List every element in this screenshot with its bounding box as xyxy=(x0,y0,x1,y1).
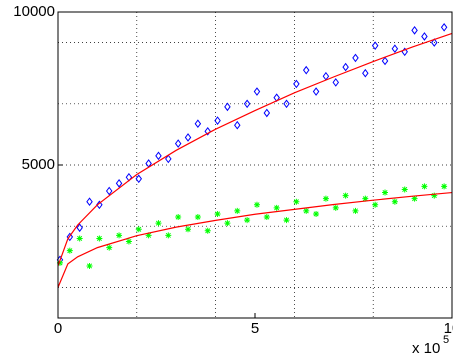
data-point xyxy=(273,204,280,211)
y-tick-label: 10000 xyxy=(13,3,55,20)
x-multiplier-exponent: 5 xyxy=(443,334,449,346)
data-point xyxy=(283,99,290,109)
data-point xyxy=(421,32,428,41)
data-point xyxy=(135,226,142,233)
data-point xyxy=(411,195,418,202)
data-point xyxy=(86,197,93,207)
data-point xyxy=(332,204,339,211)
data-point xyxy=(302,65,310,75)
data-point xyxy=(105,186,113,196)
data-point xyxy=(322,195,329,202)
data-point xyxy=(312,87,320,96)
data-point xyxy=(56,259,63,266)
data-point xyxy=(431,192,438,199)
data-point xyxy=(185,226,192,233)
data-point xyxy=(382,189,389,196)
data-point xyxy=(66,232,74,242)
data-point xyxy=(194,214,201,221)
data-point xyxy=(253,87,261,96)
fit-line xyxy=(57,32,453,267)
data-point xyxy=(96,200,103,210)
data-point xyxy=(234,120,241,130)
data-point xyxy=(155,151,162,161)
data-point xyxy=(155,220,162,227)
x-tick-label: 5 xyxy=(251,320,259,337)
data-point xyxy=(115,179,123,188)
data-point xyxy=(76,223,83,233)
x-tick-label: 0 xyxy=(54,320,62,337)
data-point xyxy=(303,207,310,214)
data-point xyxy=(165,154,172,164)
data-point xyxy=(76,235,83,242)
data-point xyxy=(224,102,231,112)
axes-box xyxy=(57,11,453,319)
data-point xyxy=(372,201,379,208)
data-point xyxy=(313,210,320,217)
y-tick-label: 5000 xyxy=(22,156,55,173)
data-point xyxy=(145,232,152,239)
data-point xyxy=(431,38,438,47)
data-point xyxy=(106,244,113,251)
x-tick-label: 10 xyxy=(444,320,453,337)
data-point xyxy=(352,53,359,63)
data-point xyxy=(421,183,428,190)
data-point xyxy=(116,232,123,239)
data-point xyxy=(253,201,260,208)
data-point xyxy=(352,207,359,214)
data-point xyxy=(194,119,202,129)
data-point xyxy=(174,139,182,148)
data-point xyxy=(243,99,251,109)
data-point xyxy=(342,192,349,199)
data-point xyxy=(362,195,369,202)
x-multiplier: x 10 xyxy=(412,340,440,357)
data-point xyxy=(440,22,448,32)
data-point xyxy=(391,44,399,54)
data-point xyxy=(86,262,93,269)
data-point xyxy=(283,217,290,224)
data-point xyxy=(391,198,398,205)
data-point xyxy=(135,174,143,184)
data-point xyxy=(204,127,211,136)
data-point xyxy=(234,207,241,214)
data-point xyxy=(263,108,271,118)
fit-line xyxy=(57,191,453,288)
data-point xyxy=(332,78,340,87)
data-point xyxy=(362,68,369,78)
data-point xyxy=(96,235,103,242)
data-point xyxy=(125,238,132,245)
data-point xyxy=(184,133,192,142)
data-point xyxy=(66,247,73,254)
data-point xyxy=(342,62,349,72)
data-point xyxy=(175,214,182,221)
data-point xyxy=(214,210,221,217)
data-point xyxy=(401,186,408,193)
data-point xyxy=(224,220,231,227)
data-point xyxy=(214,116,221,125)
data-point xyxy=(204,227,211,234)
data-point xyxy=(371,41,379,50)
data-point xyxy=(165,232,172,239)
data-point xyxy=(293,198,300,205)
data-point xyxy=(293,79,300,89)
data-point xyxy=(441,183,448,190)
data-point xyxy=(244,217,251,224)
data-point xyxy=(381,56,389,66)
data-point xyxy=(411,26,418,35)
data-point xyxy=(263,214,270,221)
